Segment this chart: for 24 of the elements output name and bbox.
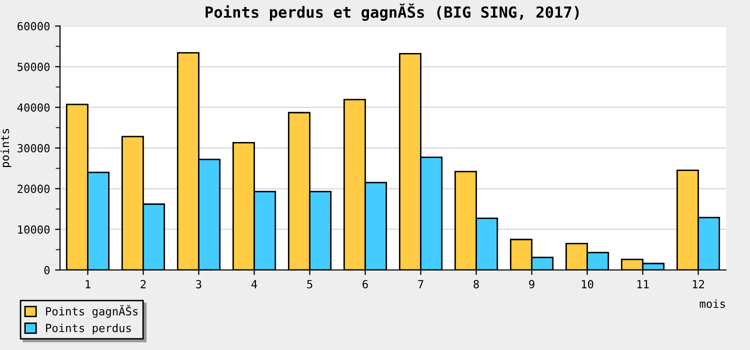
x-tick-label: 2 bbox=[140, 280, 146, 288]
legend-label: Points gagnĂŠs bbox=[46, 305, 138, 318]
x-tick-label: 10 bbox=[582, 280, 594, 288]
x-tick-label: 5 bbox=[307, 280, 312, 288]
y-tick-label: 10000 bbox=[18, 225, 50, 234]
y-axis-title: points bbox=[0, 129, 12, 168]
x-tick-label: 3 bbox=[196, 280, 202, 288]
x-tick-label: 1 bbox=[86, 280, 90, 288]
x-tick-label: 9 bbox=[529, 280, 534, 288]
legend-label: Points perdus bbox=[46, 324, 131, 334]
y-tick-label: 50000 bbox=[18, 62, 50, 72]
x-tick-label: 11 bbox=[637, 280, 649, 288]
x-tick-label: 6 bbox=[362, 280, 368, 288]
x-tick-label: 7 bbox=[418, 280, 424, 288]
x-tick-label: 4 bbox=[251, 280, 258, 288]
x-axis-title: mois bbox=[700, 299, 725, 308]
y-tick-label: 20000 bbox=[18, 184, 50, 194]
y-tick-label: 30000 bbox=[18, 144, 50, 152]
y-tick-label: 40000 bbox=[17, 103, 50, 112]
x-tick-label: 8 bbox=[474, 280, 479, 288]
y-tick-label: 60000 bbox=[18, 22, 50, 30]
chart-title: Points perdus et gagnĂŠs (BIG SING, 2017) bbox=[206, 4, 579, 21]
x-tick-label: 12 bbox=[692, 280, 704, 288]
y-tick-label: 0 bbox=[44, 266, 50, 274]
